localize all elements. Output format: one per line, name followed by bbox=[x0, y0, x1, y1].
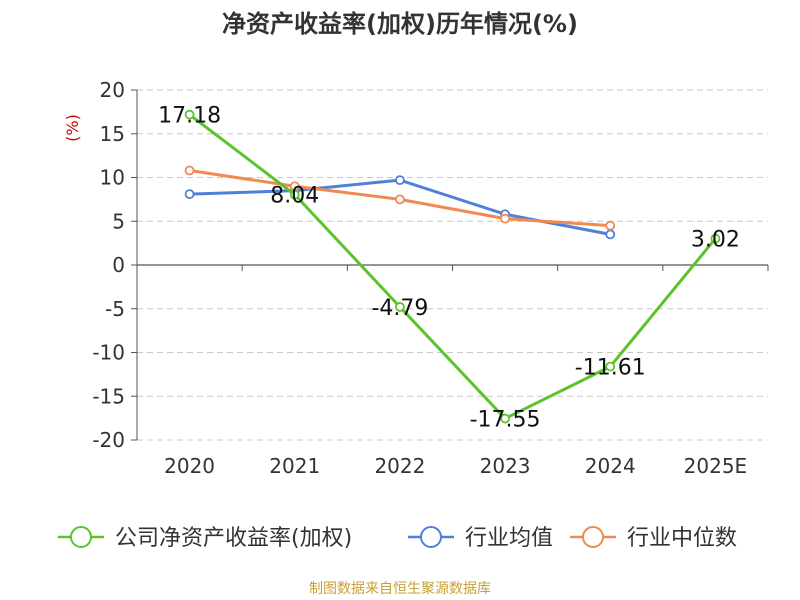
data-label: 17.18 bbox=[158, 104, 221, 129]
data-point bbox=[395, 175, 405, 186]
x-tick-label: 2025E bbox=[684, 454, 748, 478]
y-tick-label: 0 bbox=[112, 253, 125, 277]
data-point bbox=[184, 109, 195, 120]
legend-label: 行业均值 bbox=[465, 526, 553, 551]
legend-marker bbox=[70, 526, 92, 548]
y-tick-label: 20 bbox=[100, 78, 125, 102]
x-tick-label: 2024 bbox=[585, 454, 636, 478]
y-axis-label: (%) bbox=[63, 114, 82, 142]
series-line bbox=[189, 178, 611, 236]
data-point bbox=[605, 229, 616, 240]
data-label: 3.02 bbox=[691, 228, 740, 253]
source-note: 制图数据来自恒生聚源数据库 bbox=[309, 581, 491, 597]
legend-label: 行业中位数 bbox=[627, 526, 737, 551]
data-point bbox=[605, 361, 616, 372]
y-tick-label: 10 bbox=[100, 166, 125, 190]
axis-layer: 20 15 10 5 0 -5 -10 -15 -20 2020 2021 2022 2023 2024 2… bbox=[63, 78, 769, 478]
data-label-layer: 17.18 8.04 -4.79 -17.55 -11.61 3.02 bbox=[158, 104, 740, 433]
legend: 公司净资产收益率(加权) 行业均值 行业中位数 bbox=[58, 526, 737, 551]
data-point bbox=[710, 233, 721, 244]
legend-marker bbox=[420, 526, 442, 548]
y-tick-label: -15 bbox=[92, 384, 125, 408]
data-point bbox=[184, 189, 195, 200]
x-tick-label: 2020 bbox=[164, 454, 215, 478]
x-tick-label: 2023 bbox=[480, 454, 531, 478]
series-layer bbox=[184, 109, 721, 424]
x-tick-label: 2021 bbox=[269, 454, 320, 478]
chart-title: 净资产收益率(加权)历年情况(%) bbox=[222, 10, 578, 38]
data-point bbox=[605, 220, 616, 231]
data-point bbox=[395, 302, 405, 312]
y-tick-label: -10 bbox=[92, 341, 125, 365]
data-label: 8.04 bbox=[270, 184, 319, 209]
data-point bbox=[500, 413, 510, 424]
y-tick-label: 15 bbox=[100, 122, 125, 146]
data-point bbox=[289, 189, 300, 200]
legend-marker bbox=[582, 526, 604, 548]
x-tick-label: 2022 bbox=[374, 454, 425, 478]
data-label: -17.55 bbox=[470, 408, 541, 433]
data-point bbox=[395, 194, 405, 205]
data-label: -11.61 bbox=[575, 356, 646, 381]
y-tick-label: -5 bbox=[105, 297, 125, 321]
series-line bbox=[188, 113, 717, 421]
y-tick-label: -20 bbox=[92, 428, 125, 452]
legend-label: 公司净资产收益率(加权) bbox=[115, 526, 352, 551]
y-tick-label: 5 bbox=[112, 209, 125, 233]
data-point bbox=[184, 165, 195, 176]
data-point bbox=[500, 213, 510, 224]
data-label: -4.79 bbox=[371, 296, 428, 321]
